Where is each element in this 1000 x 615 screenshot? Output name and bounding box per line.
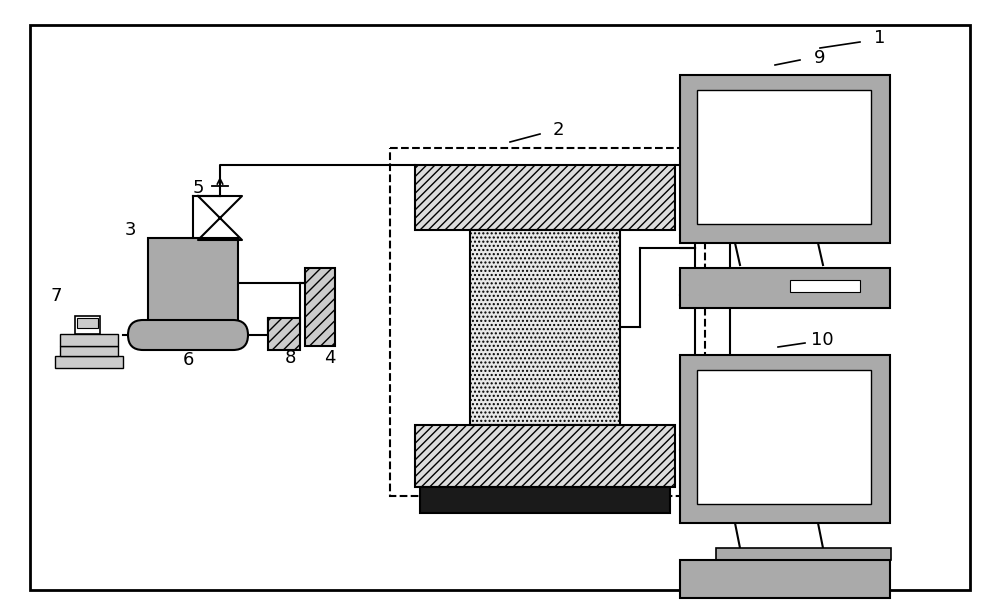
Bar (148, 238, 238, 328)
Bar (77, 318, 98, 328)
Bar (790, 280, 860, 292)
Bar (415, 165, 675, 230)
Bar (420, 487, 670, 513)
Text: 5: 5 (192, 179, 204, 197)
FancyBboxPatch shape (128, 320, 248, 350)
Bar (268, 318, 300, 350)
Bar (680, 268, 890, 308)
Text: 9: 9 (814, 49, 826, 67)
Bar (697, 90, 871, 224)
Bar (697, 370, 871, 504)
Text: 1: 1 (874, 29, 886, 47)
Bar (75, 316, 100, 334)
Text: 2: 2 (552, 121, 564, 139)
Bar (415, 425, 675, 487)
Bar (143, 320, 233, 350)
Bar (680, 75, 890, 243)
Bar (680, 560, 890, 598)
Bar (716, 548, 891, 560)
Text: 3: 3 (124, 221, 136, 239)
Bar (60, 334, 118, 346)
Bar (305, 268, 335, 346)
Bar (143, 320, 233, 350)
Text: 7: 7 (50, 287, 62, 305)
Bar (390, 148, 705, 496)
Text: 8: 8 (284, 349, 296, 367)
Bar (470, 230, 620, 425)
Bar (60, 346, 118, 356)
Text: 4: 4 (324, 349, 336, 367)
Text: 6: 6 (182, 351, 194, 369)
Bar (680, 355, 890, 523)
Bar (55, 356, 123, 368)
Text: 10: 10 (811, 331, 833, 349)
